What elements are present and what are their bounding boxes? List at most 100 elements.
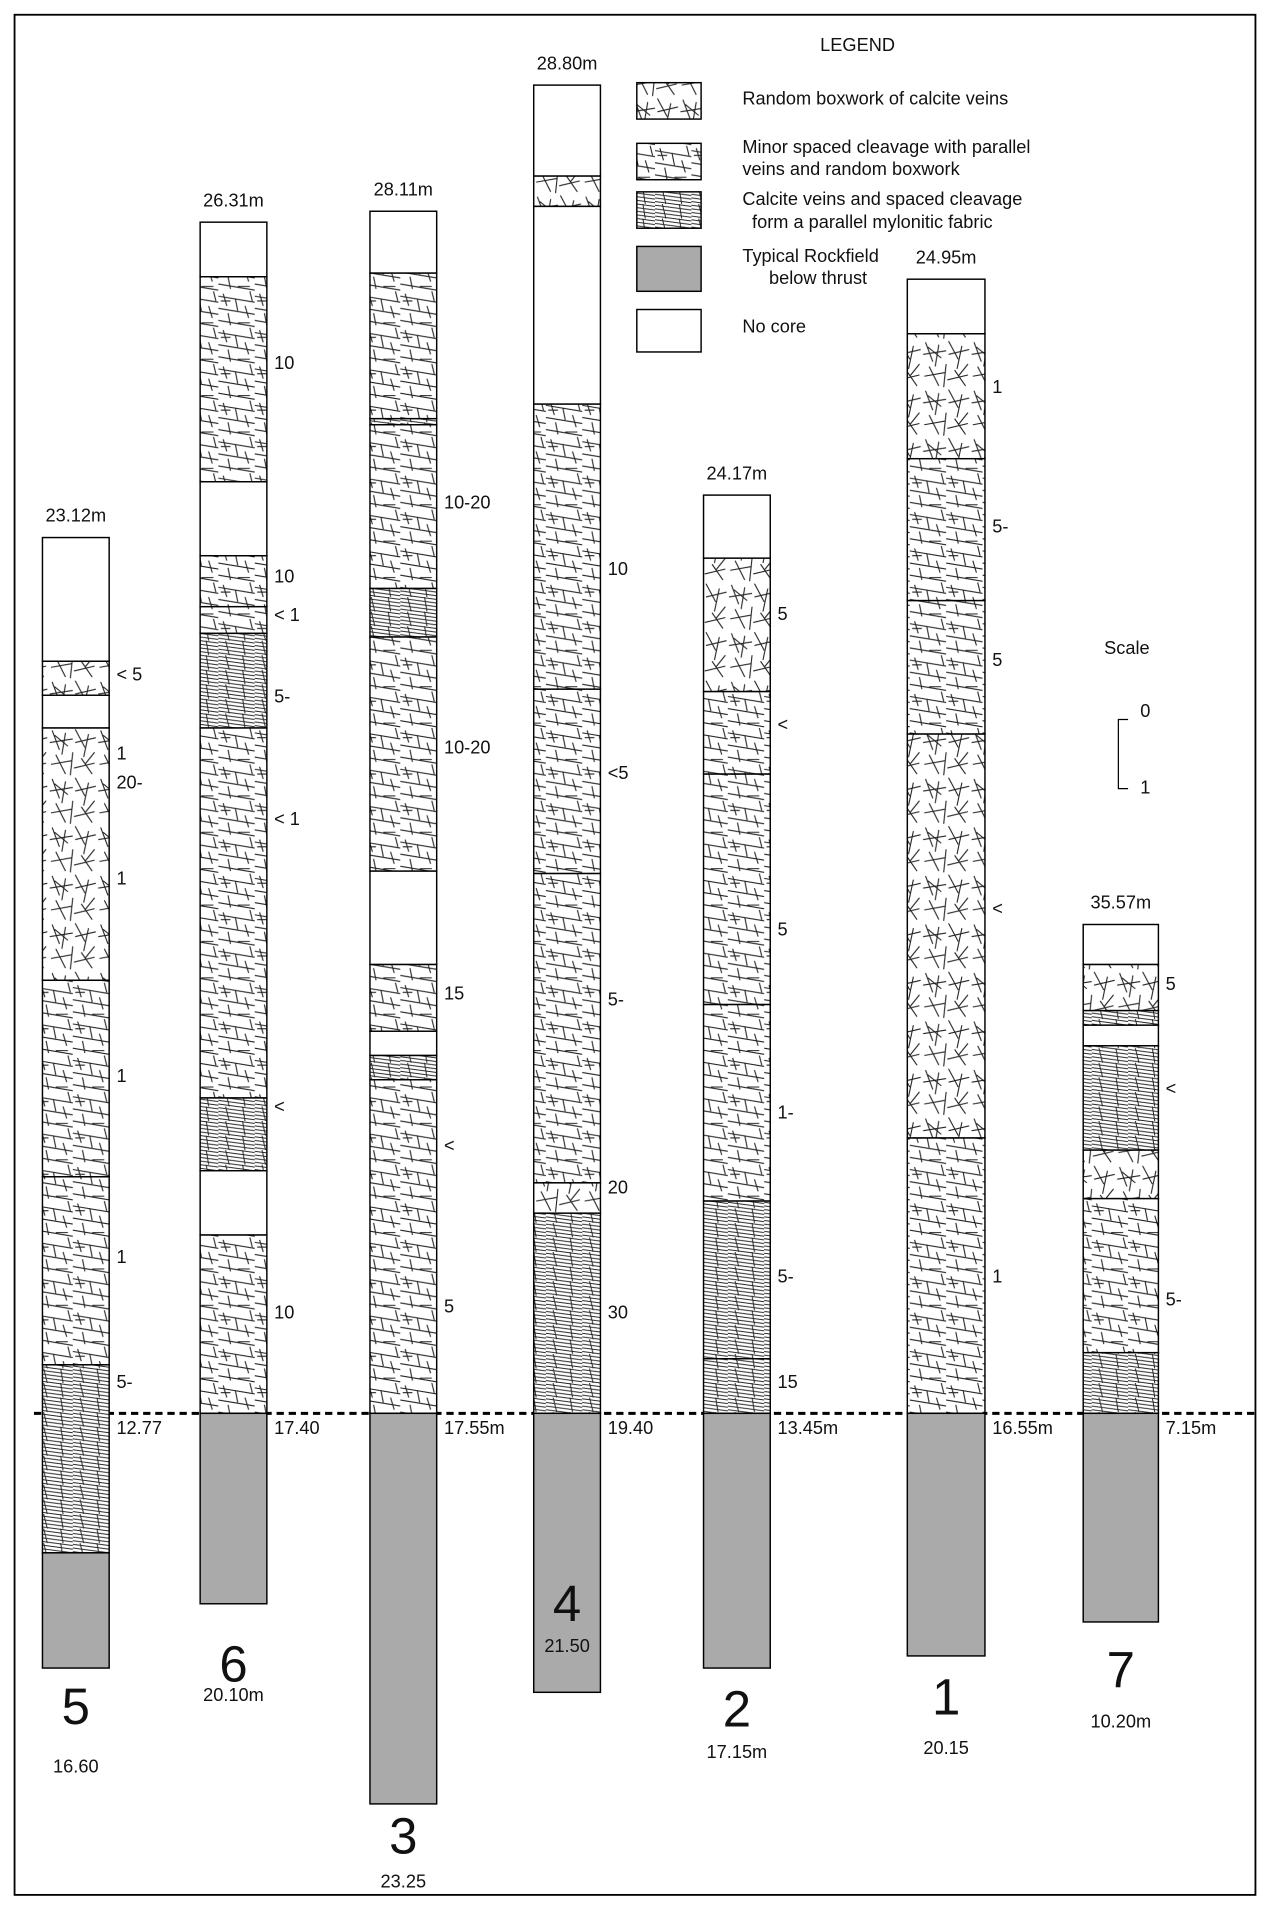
core-segment (532, 403, 602, 690)
core-segment (906, 1412, 986, 1657)
core-segment (41, 1552, 110, 1669)
core-number: 5 (62, 1678, 90, 1735)
core-segment (1082, 1149, 1160, 1200)
bottom-label: 10.20m (1090, 1711, 1151, 1731)
top-label: 24.17m (707, 463, 768, 483)
annotation: < (274, 1096, 285, 1116)
bottom-label: 16.60 (53, 1756, 99, 1776)
annotation: 5- (992, 517, 1008, 537)
core-segment (906, 333, 986, 460)
annotation: < 1 (274, 605, 300, 625)
core-number: 7 (1107, 1642, 1135, 1699)
annotation: < (444, 1135, 455, 1155)
core-segment (369, 210, 438, 274)
core-segment (906, 457, 986, 602)
annotation: 15 (778, 1372, 798, 1392)
core-number: 2 (723, 1680, 751, 1737)
annotation: < 5 (116, 665, 142, 685)
core-segment (199, 555, 268, 608)
core-segment (702, 1200, 771, 1360)
top-label: 35.57m (1090, 893, 1151, 913)
annotation: <5 (608, 763, 629, 783)
core-segment (1082, 1351, 1160, 1415)
annotation: 5- (274, 686, 290, 706)
core-segment (1082, 1197, 1160, 1354)
core-segment (702, 690, 771, 775)
core-segment (199, 632, 268, 729)
scale-bottom: 1 (1140, 777, 1150, 797)
annotation: 10-20 (444, 737, 491, 757)
scale-top: 0 (1140, 701, 1150, 721)
core-segment (199, 605, 268, 635)
core-segment (906, 733, 986, 1139)
thrust-label: 19.40 (608, 1418, 654, 1438)
core-segment (702, 494, 771, 559)
legend-swatch (636, 245, 702, 293)
core-segment (532, 84, 602, 177)
annotation: < (1166, 1078, 1177, 1098)
top-label: 28.80m (537, 53, 598, 73)
annotation: 1 (992, 377, 1002, 397)
core-segment (41, 727, 110, 982)
core-segment (532, 175, 602, 208)
bottom-label: 20.15 (923, 1738, 969, 1758)
core-segment (906, 1137, 986, 1415)
core-segment (1082, 923, 1160, 966)
core-segment (199, 1170, 268, 1236)
scale-title: Scale (1104, 638, 1150, 658)
legend-swatch (636, 191, 702, 229)
annotation: 5- (608, 990, 624, 1010)
annotation: 5 (1166, 974, 1176, 994)
annotation: 5 (778, 604, 788, 624)
core-segment (532, 1182, 602, 1214)
legend-swatch (636, 308, 702, 353)
legend-text: No core (742, 317, 806, 337)
core-segment (906, 599, 986, 735)
annotation: < 1 (274, 809, 300, 829)
legend-text: Minor spaced cleavage with parallel (742, 137, 1030, 157)
legend-text: Typical Rockfield (742, 246, 878, 266)
legend-title: LEGEND (820, 35, 895, 55)
top-label: 28.11m (374, 179, 433, 199)
annotation: 1 (116, 1066, 126, 1086)
top-label: 23.12m (45, 506, 106, 526)
core-number: 1 (932, 1668, 960, 1725)
core-segment (41, 1176, 110, 1366)
core-segment (199, 1412, 268, 1605)
annotation: 10 (608, 559, 628, 579)
core-segment (369, 1054, 438, 1081)
core-segment (369, 636, 438, 872)
core-segment (369, 870, 438, 966)
core-segment (702, 773, 771, 1006)
annotation: 1- (778, 1103, 794, 1123)
annotation: 10 (274, 1303, 294, 1323)
core-segment (369, 417, 438, 426)
annotation: 5 (778, 919, 788, 939)
core-number: 4 (553, 1575, 581, 1632)
annotation: 20- (116, 773, 142, 793)
legend-swatch (636, 81, 702, 120)
core-segment (532, 872, 602, 1184)
core-segment (41, 660, 110, 696)
annotation: 1 (116, 743, 126, 763)
thrust-label: 7.15m (1166, 1418, 1217, 1438)
annotation: 10 (274, 566, 294, 586)
core-segment (702, 557, 771, 693)
core-segment (702, 1003, 771, 1202)
core-segment (1082, 1024, 1160, 1047)
core-segment (199, 1234, 268, 1415)
legend-text: form a parallel mylonitic fabric (752, 212, 993, 232)
core-segment (41, 979, 110, 1178)
core-segment (369, 587, 438, 638)
annotation: 5 (444, 1297, 454, 1317)
annotation: 5- (778, 1266, 794, 1286)
core-segment (199, 276, 268, 483)
annotation: < (992, 899, 1003, 919)
core-segment (702, 1412, 771, 1669)
legend-text: veins and random boxwork (742, 159, 960, 179)
scale-bar (1117, 718, 1129, 790)
bottom-label: 20.10m (203, 1685, 264, 1705)
core-segment (369, 1412, 438, 1805)
core-segment (1082, 963, 1160, 1012)
annotation: 30 (608, 1303, 628, 1323)
